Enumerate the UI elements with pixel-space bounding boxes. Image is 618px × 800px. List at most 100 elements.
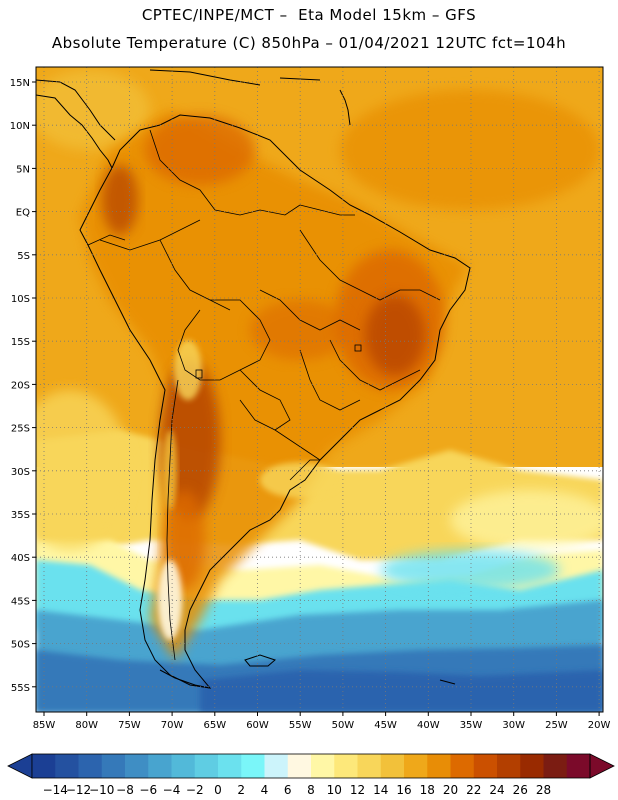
coast-south-america — [79, 114, 471, 689]
colorbar-segment — [241, 754, 265, 778]
lon-label: 70W — [161, 720, 184, 731]
colorbar-label: 20 — [443, 783, 458, 797]
lon-label: 45W — [374, 720, 397, 731]
colorbar-segment — [450, 754, 475, 778]
colorbar-segment — [101, 754, 126, 778]
colorbar-segment — [380, 754, 405, 778]
colorbar-label: −12 — [66, 783, 91, 797]
cool-pocket-pacific — [36, 390, 130, 550]
heat-central — [250, 300, 350, 360]
border-colombia-venezuela — [149, 129, 216, 211]
country-borders — [87, 129, 441, 661]
lat-label: 20S — [11, 380, 30, 391]
lat-label: 5N — [16, 164, 30, 175]
colorbar-segment — [520, 754, 544, 778]
lat-label: 55S — [11, 683, 30, 694]
colorbar-segment — [32, 754, 56, 778]
colorbar-segment — [55, 754, 79, 778]
warm-pocket-pacific — [36, 70, 150, 150]
colorbar-segment — [264, 754, 289, 778]
latitude-axis: 15N 10N 5N EQ 5S 10S 15S 20S 25S 30S 35S 40S 45S 50S 5… — [10, 78, 36, 694]
lat-label: 35S — [11, 510, 30, 521]
lat-label: 30S — [11, 467, 30, 478]
temperature-field — [36, 67, 603, 712]
lat-label: 40S — [11, 553, 30, 564]
graticule — [36, 67, 603, 712]
border-bolivia — [177, 299, 271, 381]
lon-label: 50W — [332, 720, 355, 731]
lat-label: 10S — [11, 294, 30, 305]
border-guianas — [299, 204, 355, 216]
colorbar-segment — [497, 754, 521, 778]
lon-label: 30W — [502, 720, 525, 731]
colorbar-right-arrow — [589, 753, 615, 779]
colorbar-left-arrow — [7, 753, 33, 779]
colorbar-segment — [357, 754, 382, 778]
cool-pocket-atlantic — [450, 490, 603, 550]
heat-andes-north — [102, 165, 138, 235]
lon-label: 25W — [545, 720, 568, 731]
title-line-2: Absolute Temperature (C) 850hPa – 01/04/… — [51, 34, 567, 52]
colorbar-label: −10 — [89, 783, 114, 797]
title-line-1: CPTEC/INPE/MCT – Eta Model 15km – GFS — [141, 6, 477, 24]
lon-label: 60W — [246, 720, 269, 731]
colorbar-label: 2 — [237, 783, 245, 797]
colorbar: −14−12−10 −8 −6 −4 −2 0 2 4 6 8 10 12 14 16 18 20 22 24 26… — [7, 753, 615, 797]
colorbar-segment — [125, 754, 149, 778]
colorbar-label: 22 — [466, 783, 481, 797]
border-ecuador — [87, 234, 126, 246]
colorbar-segment — [78, 754, 103, 778]
lat-label: 15S — [11, 337, 30, 348]
colorbar-label: 26 — [513, 783, 528, 797]
lon-label: 80W — [75, 720, 98, 731]
lon-label: 65W — [203, 720, 226, 731]
cool-pocket-south-atlantic — [380, 550, 560, 590]
border-paraguay — [239, 369, 291, 431]
cool-altiplano — [174, 340, 202, 400]
cool-andes-chile — [163, 430, 177, 510]
colorbar-label: 12 — [350, 783, 365, 797]
colorbar-segment — [194, 754, 219, 778]
colorbar-segment — [148, 754, 172, 778]
border-uruguay — [289, 459, 320, 481]
lat-label: EQ — [16, 208, 30, 219]
lon-label: 55W — [289, 720, 312, 731]
colorbar-segment — [171, 754, 196, 778]
border-venezuela-brazil — [214, 204, 301, 216]
colorbar-label: 6 — [284, 783, 292, 797]
colorbar-segment — [218, 754, 242, 778]
lon-label: 85W — [33, 720, 56, 731]
colorbar-frame — [31, 753, 591, 779]
colorbar-label: 4 — [261, 783, 269, 797]
colorbar-segment — [543, 754, 568, 778]
border-brazil-states — [299, 229, 441, 301]
colorbar-label: −4 — [163, 783, 181, 797]
lake-sobradinho — [354, 344, 362, 352]
colorbar-label: 28 — [536, 783, 551, 797]
colorbar-segment — [404, 754, 428, 778]
coast-cuba — [149, 69, 261, 86]
lat-label: 50S — [11, 640, 30, 651]
colorbar-label: −2 — [186, 783, 204, 797]
warm-pocket-atlantic — [340, 90, 600, 210]
colorbar-segment — [473, 754, 498, 778]
colorbar-segment — [334, 754, 358, 778]
colorbar-label: −14 — [43, 783, 68, 797]
plot-frame — [35, 66, 604, 713]
cold-andes-south — [158, 560, 182, 640]
colorbar-label: 14 — [373, 783, 388, 797]
border-argentina-brazil — [274, 429, 321, 461]
coast-south-georgia — [439, 679, 456, 685]
heat-brazil-east-core — [365, 295, 425, 375]
lat-label: 10N — [10, 121, 30, 132]
colorbar-segment — [311, 754, 335, 778]
colorbar-segment — [566, 754, 591, 778]
border-peru-brazil — [159, 239, 231, 311]
colorbar-label: 16 — [396, 783, 411, 797]
lon-label: 35W — [460, 720, 483, 731]
colorbar-label: 10 — [327, 783, 342, 797]
coast-tierra-del-fuego — [159, 669, 211, 689]
colorbar-label: −8 — [116, 783, 134, 797]
lon-label: 75W — [118, 720, 141, 731]
colorbar-label: −6 — [139, 783, 157, 797]
